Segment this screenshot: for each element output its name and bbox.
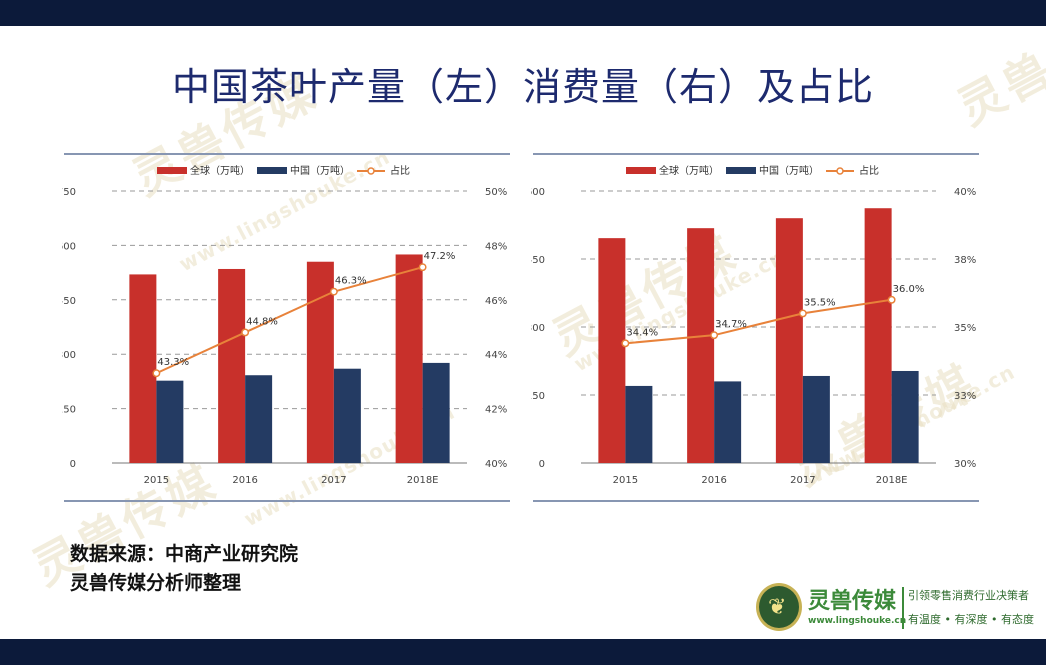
logo-url: www.lingshouke.cn — [808, 616, 907, 626]
top-band — [0, 0, 1046, 26]
legend-marker-ratio — [836, 167, 844, 175]
legend-marker-ratio — [367, 167, 375, 175]
ratio-data-label: 34.4% — [626, 327, 658, 338]
bar-global — [775, 218, 803, 463]
analyst-line: 灵兽传媒分析师整理 — [70, 572, 242, 594]
legend-swatch-global — [157, 167, 187, 174]
antler-logo-icon: ❦ — [756, 583, 802, 631]
x-tick-label: 2018E — [876, 475, 908, 486]
ratio-data-label: 46.3% — [335, 276, 367, 287]
ratio-data-label: 36.0% — [893, 284, 925, 295]
bar-china — [333, 368, 361, 463]
y-left-tick-label: 150 — [531, 391, 545, 402]
bar-china — [714, 381, 742, 463]
y-right-tick-label: 44% — [485, 350, 507, 361]
y-left-tick-label: 0 — [539, 459, 545, 470]
ratio-data-label: 34.7% — [715, 319, 747, 330]
source-note: 数据来源：中商产业研究院 灵兽传媒分析师整理 — [70, 540, 298, 598]
production-chart-svg: 全球（万吨） 中国（万吨） 占比 0 150 300 450 600 750 40% 42% 44% 4… — [62, 153, 510, 502]
bar-china — [625, 385, 653, 463]
ratio-point — [418, 263, 427, 272]
y-right-tick-label: 40% — [485, 459, 507, 470]
bar-china — [245, 375, 273, 463]
bar-china — [422, 362, 450, 463]
legend-swatch-china — [726, 167, 756, 174]
logo-slogan: 引领零售消费行业决策者 — [908, 589, 1029, 602]
y-left-tick-label: 750 — [62, 187, 76, 198]
x-tick-label: 2015 — [613, 475, 638, 486]
legend-global: 全球（万吨） — [659, 164, 719, 177]
y-right-tick-label: 42% — [485, 405, 507, 416]
ratio-data-label: 43.3% — [157, 357, 189, 368]
bar-global — [218, 268, 246, 463]
x-tick-label: 2016 — [701, 475, 726, 486]
ratio-point — [621, 339, 630, 348]
y-left-tick-label: 450 — [62, 296, 76, 307]
ratio-point — [241, 328, 250, 337]
ratio-point — [152, 369, 161, 378]
y-left-tick-label: 600 — [531, 187, 545, 198]
bar-global — [598, 238, 626, 463]
legend-ratio: 占比 — [390, 164, 410, 177]
legend-china: 中国（万吨） — [759, 164, 819, 177]
y-left-tick-label: 150 — [62, 405, 76, 416]
y-left-tick-label: 450 — [531, 255, 545, 266]
x-tick-label: 2018E — [407, 475, 439, 486]
production-chart: 全球（万吨） 中国（万吨） 占比 0 150 300 450 600 750 40% 42% 44% 4… — [62, 150, 512, 505]
y-left-tick-label: 600 — [62, 241, 76, 252]
legend-global: 全球（万吨） — [190, 164, 250, 177]
y-right-tick-label: 30% — [954, 459, 976, 470]
x-tick-label: 2017 — [321, 475, 346, 486]
x-tick-label: 2015 — [144, 475, 169, 486]
bar-global — [129, 274, 157, 463]
legend-china: 中国（万吨） — [290, 164, 350, 177]
ratio-point — [329, 287, 338, 296]
x-tick-label: 2017 — [790, 475, 815, 486]
source-line: 数据来源：中商产业研究院 — [70, 543, 299, 565]
logo-subtitle: 有温度 • 有深度 • 有态度 — [908, 613, 1034, 626]
x-tick-label: 2016 — [232, 475, 257, 486]
brand-logo: ❦ 灵兽传媒 www.lingshouke.cn 引领零售消费行业决策者 有温度… — [756, 583, 1042, 635]
ratio-point — [798, 309, 807, 318]
bar-global — [864, 208, 892, 463]
y-right-tick-label: 46% — [485, 296, 507, 307]
y-right-tick-label: 38% — [954, 255, 976, 266]
y-right-tick-label: 33% — [954, 391, 976, 402]
ratio-line — [155, 266, 423, 375]
y-left-tick-label: 300 — [62, 350, 76, 361]
ratio-data-label: 35.5% — [804, 297, 836, 308]
y-left-tick-label: 300 — [531, 323, 545, 334]
ratio-line — [625, 298, 892, 345]
legend-swatch-global — [626, 167, 656, 174]
ratio-point — [887, 295, 896, 304]
logo-divider — [902, 587, 904, 629]
consumption-chart: 全球（万吨） 中国（万吨） 占比 0 150 300 450 600 30% 33% 35% 38% 4… — [531, 150, 981, 505]
y-right-tick-label: 35% — [954, 323, 976, 334]
consumption-chart-svg: 全球（万吨） 中国（万吨） 占比 0 150 300 450 600 30% 33% 35% 38% 4… — [531, 153, 979, 502]
bar-global — [395, 254, 423, 463]
y-right-tick-label: 40% — [954, 187, 976, 198]
ratio-point — [710, 331, 719, 340]
bar-china — [891, 370, 919, 463]
bottom-band — [0, 639, 1046, 665]
bar-global — [306, 261, 334, 463]
y-left-tick-label: 0 — [70, 459, 76, 470]
ratio-data-label: 47.2% — [424, 251, 456, 262]
page-title: 中国茶叶产量（左）消费量（右）及占比 — [171, 65, 874, 109]
y-right-tick-label: 48% — [485, 241, 507, 252]
ratio-data-label: 44.8% — [246, 316, 278, 327]
legend-swatch-china — [257, 167, 287, 174]
y-right-tick-label: 50% — [485, 187, 507, 198]
bar-china — [156, 380, 184, 463]
bar-china — [802, 375, 830, 463]
bar-global — [687, 228, 715, 463]
logo-name: 灵兽传媒 — [808, 589, 897, 614]
legend-ratio: 占比 — [859, 164, 879, 177]
